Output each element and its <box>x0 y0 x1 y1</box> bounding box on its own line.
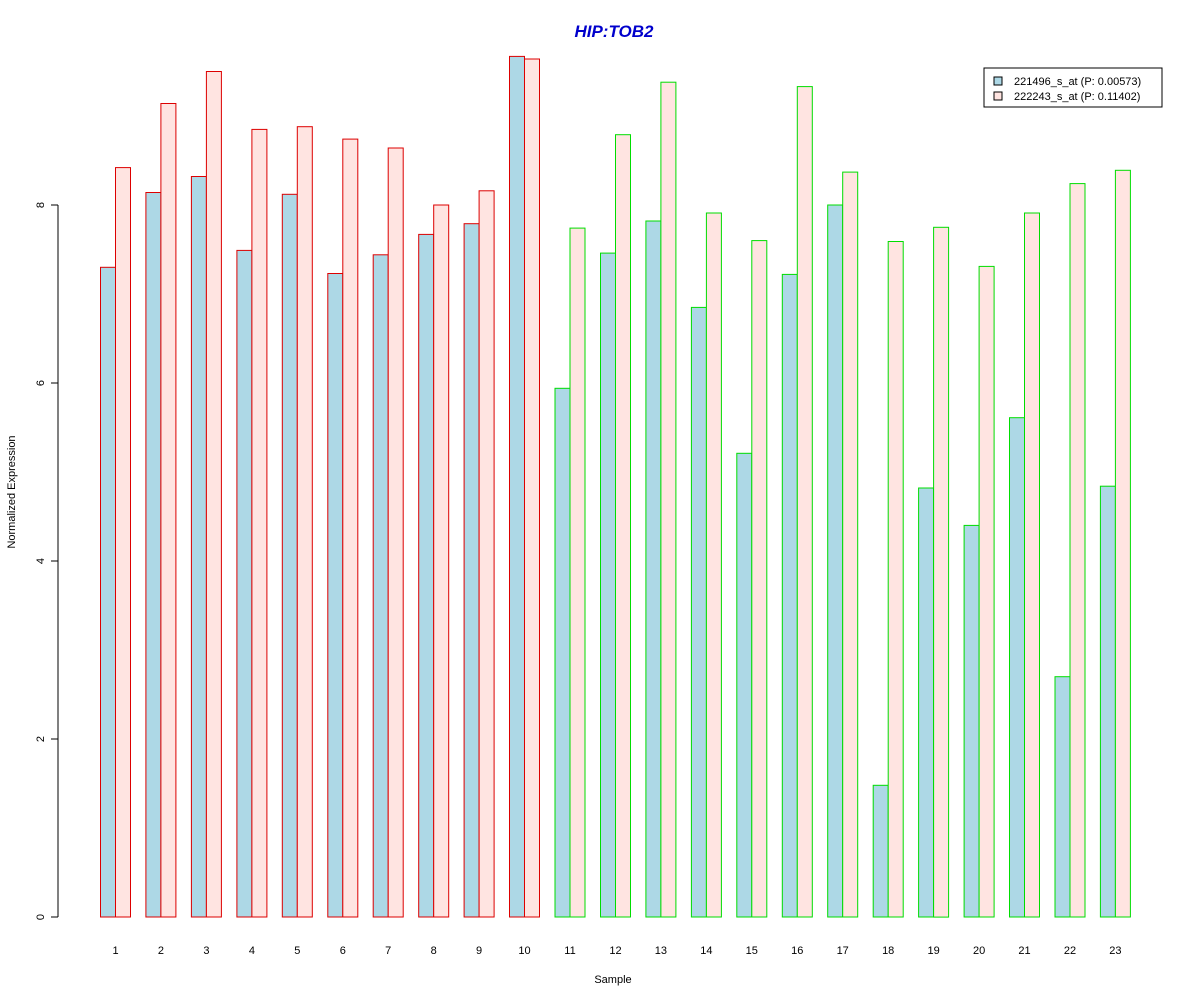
bar-series-2-sample-18 <box>887 241 904 918</box>
x-tick-label: 6 <box>340 945 346 957</box>
y-tick-label: 6 <box>35 380 47 386</box>
x-tick-label: 7 <box>385 945 391 957</box>
x-tick-label: 17 <box>837 945 849 957</box>
bar-series-1-sample-17 <box>827 204 844 918</box>
legend-box <box>983 67 1163 108</box>
bar-series-1-sample-23 <box>1099 485 1116 918</box>
x-tick-label: 16 <box>791 945 803 957</box>
x-axis-tick-labels: 1 2 3 4 5 6 7 8 9 10 11 12 13 14 15 16 17 18 19 20 21 22 23 <box>112 945 1121 957</box>
bar-series-2-sample-10 <box>524 58 540 918</box>
bar-series-2-sample-7 <box>387 147 404 918</box>
bar-series-1-sample-16 <box>781 273 798 918</box>
x-tick-label: 20 <box>973 945 985 957</box>
bar-series-1-sample-11 <box>554 387 571 918</box>
legend-label-series-2: 222243_s_at (P: 0.11402) <box>1014 91 1140 103</box>
x-tick-label: 2 <box>158 945 164 957</box>
bar-series-1-sample-13 <box>645 220 662 918</box>
y-axis: 0 2 4 6 8 <box>35 202 59 920</box>
x-tick-label: 8 <box>431 945 437 957</box>
bar-series-1-sample-8 <box>418 233 435 918</box>
x-tick-label: 13 <box>655 945 667 957</box>
x-axis-label: Sample <box>594 974 631 986</box>
bar-series-1-sample-4 <box>236 249 253 918</box>
x-tick-label: 3 <box>203 945 209 957</box>
bar-series-1-sample-6 <box>327 273 344 918</box>
bar-series-1-sample-7 <box>372 254 389 918</box>
bar-series-2-sample-21 <box>1024 212 1040 918</box>
x-tick-label: 15 <box>746 945 758 957</box>
bar-series-2-sample-1 <box>115 167 131 918</box>
y-tick-label: 2 <box>35 736 47 742</box>
chart-title: HIP:TOB2 <box>574 22 654 41</box>
bar-series-2-sample-8 <box>433 204 450 918</box>
bar-series-1-sample-20 <box>963 524 980 918</box>
bar-series-1-sample-14 <box>690 306 707 918</box>
bar-series-2-sample-17 <box>842 171 859 918</box>
bar-series-2-sample-15 <box>751 240 768 918</box>
x-tick-label: 21 <box>1018 945 1030 957</box>
x-tick-label: 1 <box>112 945 118 957</box>
bar-series-2-sample-22 <box>1069 183 1086 918</box>
y-tick-label: 8 <box>35 202 47 208</box>
bar-series-1-sample-21 <box>1009 417 1025 918</box>
bar-series-1-sample-22 <box>1054 676 1071 918</box>
y-tick-label: 0 <box>35 914 47 920</box>
bar-series-2-sample-16 <box>796 86 813 918</box>
bar-series-1-sample-19 <box>918 487 935 918</box>
bar-series-1-sample-9 <box>463 223 480 918</box>
x-tick-label: 10 <box>518 945 530 957</box>
x-tick-label: 22 <box>1064 945 1076 957</box>
legend-swatch-series-1 <box>993 76 1003 86</box>
bar-series-2-sample-4 <box>251 128 268 918</box>
x-tick-label: 23 <box>1109 945 1121 957</box>
bar-series-1-sample-2 <box>145 192 162 918</box>
bar-series-2-sample-14 <box>705 212 722 918</box>
bar-series-2-sample-2 <box>160 103 177 918</box>
x-tick-label: 14 <box>700 945 712 957</box>
bar-series-1-sample-18 <box>872 784 889 918</box>
bar-series-2-sample-19 <box>933 226 950 918</box>
bars-layer <box>100 55 1131 918</box>
bar-series-1-sample-10 <box>509 55 525 918</box>
y-tick-label: 4 <box>35 558 47 564</box>
x-tick-label: 5 <box>294 945 300 957</box>
bar-series-2-sample-20 <box>978 265 995 918</box>
bar-series-1-sample-3 <box>190 176 207 918</box>
bar-series-2-sample-5 <box>296 126 313 918</box>
legend-label-series-1: 221496_s_at (P: 0.00573) <box>1014 76 1141 88</box>
bar-series-1-sample-15 <box>736 452 753 918</box>
legend-swatch-series-2 <box>993 91 1003 101</box>
x-tick-label: 12 <box>609 945 621 957</box>
bar-series-1-sample-1 <box>100 266 116 918</box>
bar-series-2-sample-23 <box>1114 169 1131 918</box>
x-tick-label: 4 <box>249 945 255 957</box>
x-tick-label: 11 <box>564 945 575 957</box>
legend: 221496_s_at (P: 0.00573) 222243_s_at (P:… <box>983 67 1163 108</box>
bar-series-1-sample-12 <box>600 252 616 918</box>
bar-series-2-sample-13 <box>660 81 677 918</box>
bar-series-2-sample-9 <box>478 190 495 918</box>
x-tick-label: 19 <box>927 945 939 957</box>
x-tick-label: 9 <box>476 945 482 957</box>
bar-series-2-sample-3 <box>205 71 222 918</box>
bar-series-2-sample-12 <box>615 134 631 918</box>
x-tick-label: 18 <box>882 945 894 957</box>
bar-series-2-sample-6 <box>342 138 359 918</box>
bar-series-1-sample-5 <box>281 193 298 918</box>
y-axis-label: Normalized Expression <box>6 435 18 548</box>
bar-series-2-sample-11 <box>569 227 586 918</box>
